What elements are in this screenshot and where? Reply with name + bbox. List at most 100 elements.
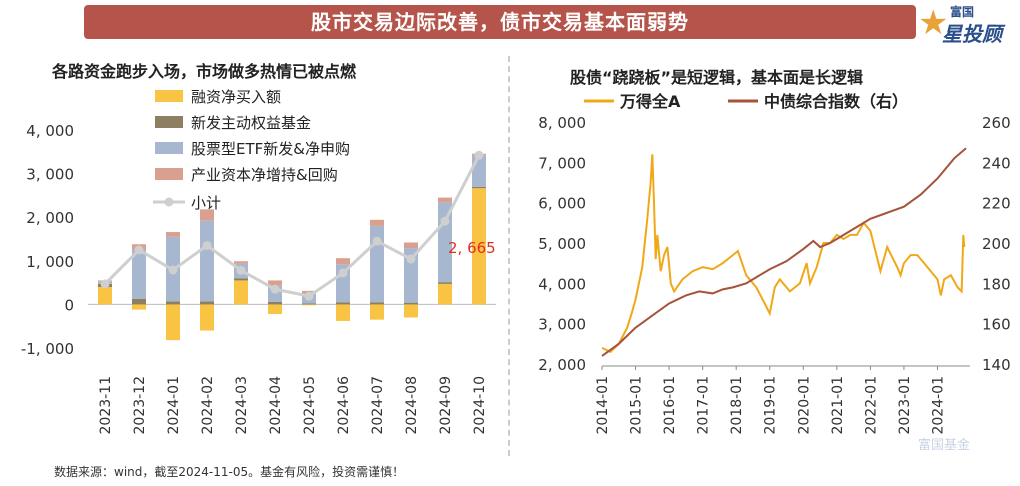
y-tick-label: 3, 000: [26, 166, 74, 184]
logo-top-text: 富国: [950, 5, 975, 19]
legend-label: 产业资本净增持&回购: [191, 166, 338, 184]
bar-segment: [302, 303, 316, 305]
legend-label: 中债综合指数（右）: [764, 92, 908, 111]
logo-main-text: 星投顾: [942, 22, 1002, 46]
bar-segment: [132, 298, 146, 305]
right-y-tick-label: 260: [982, 114, 1011, 132]
y-tick-label: 0: [64, 296, 74, 314]
annotation-label: 2, 665: [448, 239, 496, 257]
bar-segment: [336, 302, 350, 305]
x-tick-label: 2023-11: [98, 376, 114, 435]
bar-segment: [98, 286, 112, 305]
x-tick-label: 2017-01: [696, 376, 712, 435]
right-y-tick-label: 160: [982, 316, 1011, 334]
x-tick-label: 2015-01: [629, 376, 645, 435]
x-tick-label: 2024-09: [438, 376, 454, 435]
legend-label: 万得全A: [619, 92, 681, 111]
total-line: [103, 154, 481, 298]
banner-title: 股市交易边际改善，债市交易基本面弱势: [84, 5, 916, 39]
x-tick-label: 2023-12: [132, 376, 148, 435]
footer-note: 数据来源：wind，截至2024-11-05。基金有风险，投资需谨慎！: [54, 465, 405, 479]
panel-divider: [508, 56, 510, 456]
legend-marker: [164, 197, 174, 207]
bar-segment: [370, 304, 384, 320]
y-tick-label: 2, 000: [26, 209, 74, 227]
bar-segment: [438, 197, 452, 203]
bar-segment: [200, 209, 214, 221]
x-tick-label: 2024-10: [472, 376, 488, 435]
bar-segment: [200, 220, 214, 302]
bar-segment: [268, 301, 282, 305]
bar-segment: [404, 302, 418, 305]
x-tick-label: 2024-06: [336, 376, 352, 435]
total-marker: [168, 265, 178, 275]
legend-label: 小计: [191, 194, 221, 212]
left-y-tick-label: 4, 000: [538, 275, 586, 293]
left-y-tick-label: 2, 000: [538, 356, 586, 374]
right-y-tick-label: 240: [982, 154, 1011, 172]
bar-segment: [404, 242, 418, 249]
total-marker: [270, 284, 280, 294]
bar-segment: [472, 155, 486, 187]
x-tick-label: 2021-01: [830, 376, 846, 435]
bar-segment: [370, 219, 384, 226]
total-marker: [202, 241, 212, 251]
legend-label: 股票型ETF新发&净申购: [191, 140, 350, 158]
y-tick-label: 4, 000: [26, 122, 74, 140]
total-marker: [304, 291, 314, 301]
x-tick-label: 2016-01: [662, 376, 678, 435]
right-line-chart: 8, 000 7, 000 6, 000 5, 000 4, 000 3, 000 2, 0…: [538, 92, 1010, 435]
left-bar-chart: 4, 000 3, 000 2, 000 1, 000 0 -1, 000 2023-11 2…: [21, 88, 496, 435]
x-tick-label: 2024-04: [268, 376, 284, 435]
bar-segment: [438, 283, 452, 305]
left-y-tick-label: 3, 000: [538, 316, 586, 334]
right-y-tick-label: 200: [982, 235, 1011, 253]
total-marker: [474, 150, 484, 160]
brand-logo: ★ 富国 星投顾: [914, 2, 1014, 46]
legend-swatch: [155, 142, 183, 154]
y-tick-label: 1, 000: [26, 253, 74, 271]
total-marker: [100, 279, 110, 289]
bar-segment: [132, 249, 146, 299]
x-tick-label: 2019-01: [763, 376, 779, 435]
bar-segment: [268, 280, 282, 286]
bond-index-line: [601, 147, 967, 357]
x-tick-label: 2014-01: [595, 376, 611, 435]
bar-segment: [404, 304, 418, 318]
total-marker: [338, 268, 348, 278]
x-tick-label: 2024-01: [166, 376, 182, 435]
x-tick-label: 2024-07: [370, 376, 386, 435]
wind-a-line: [601, 154, 966, 354]
legend-swatch: [155, 116, 183, 128]
bar-segment: [234, 278, 248, 281]
left-y-tick-label: 6, 000: [538, 195, 586, 213]
total-marker: [440, 216, 450, 226]
x-tick-label: 2024-02: [200, 376, 216, 435]
x-tick-label: 2024-08: [404, 376, 420, 435]
legend-swatch: [155, 90, 183, 102]
total-marker: [372, 236, 382, 246]
bar-segment: [302, 304, 316, 306]
x-tick-label: 2020-01: [796, 376, 812, 435]
right-y-tick-label: 140: [982, 356, 1011, 374]
bar-segment: [166, 301, 180, 305]
bar-segment: [438, 282, 452, 284]
bar-segment: [200, 304, 214, 331]
bar-segment: [200, 301, 214, 305]
bar-segment: [268, 304, 282, 314]
x-tick-label: 2023-01: [897, 376, 913, 435]
total-marker: [236, 265, 246, 275]
bar-segment: [234, 261, 248, 264]
bar-segment: [472, 188, 486, 305]
y-tick-label: -1, 000: [21, 340, 74, 358]
x-tick-label: 2024-01: [930, 376, 946, 435]
legend-swatch: [155, 168, 183, 180]
total-marker: [134, 245, 144, 255]
left-chart-title: 各路资金跑步入场，市场做多热情已被点燃: [52, 62, 357, 81]
watermark: 富国基金: [918, 438, 971, 453]
bar-segment: [472, 186, 486, 189]
bar-segment: [370, 302, 384, 305]
left-y-tick-label: 8, 000: [538, 114, 586, 132]
legend-label: 新发主动权益基金: [191, 114, 311, 132]
